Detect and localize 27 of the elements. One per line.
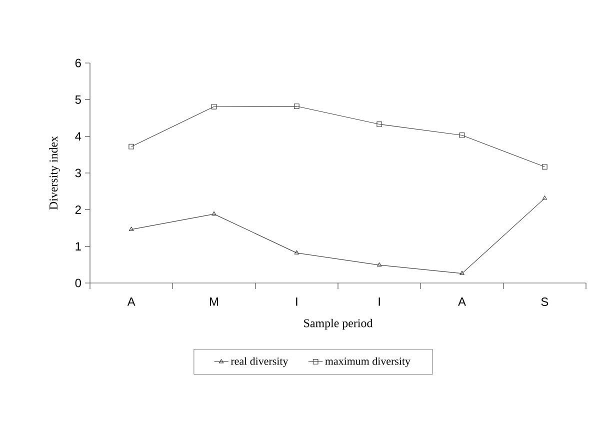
y-tick-label: 3 xyxy=(75,168,81,178)
x-tick-label: M xyxy=(210,298,218,306)
x-tick-label: A xyxy=(458,298,466,306)
point xyxy=(128,144,134,150)
point xyxy=(542,164,548,170)
y-tick-label: 1 xyxy=(76,242,81,250)
x-tick-label: I xyxy=(378,298,380,306)
point xyxy=(460,270,464,275)
point xyxy=(294,104,300,109)
point xyxy=(376,262,382,267)
x-tick-label: I xyxy=(296,298,298,306)
point xyxy=(294,250,300,254)
point xyxy=(459,132,465,138)
legend-label: maximum diversity xyxy=(325,357,410,368)
point xyxy=(212,211,216,216)
y-tick-label: 4 xyxy=(75,132,82,140)
y-tick-label: 0 xyxy=(75,278,82,288)
point xyxy=(211,104,217,110)
y-axis-title: Diversity index xyxy=(49,136,60,210)
y-tick-label: 2 xyxy=(75,206,81,214)
point xyxy=(376,122,382,127)
y-tick-label: 5 xyxy=(75,96,81,104)
y-tick-label: 6 xyxy=(75,58,81,68)
x-tick-label: A xyxy=(127,298,136,306)
x-tick-label: S xyxy=(541,298,548,306)
x-axis-title: Sample period xyxy=(304,318,373,330)
legend-label: real diversity xyxy=(230,357,288,368)
